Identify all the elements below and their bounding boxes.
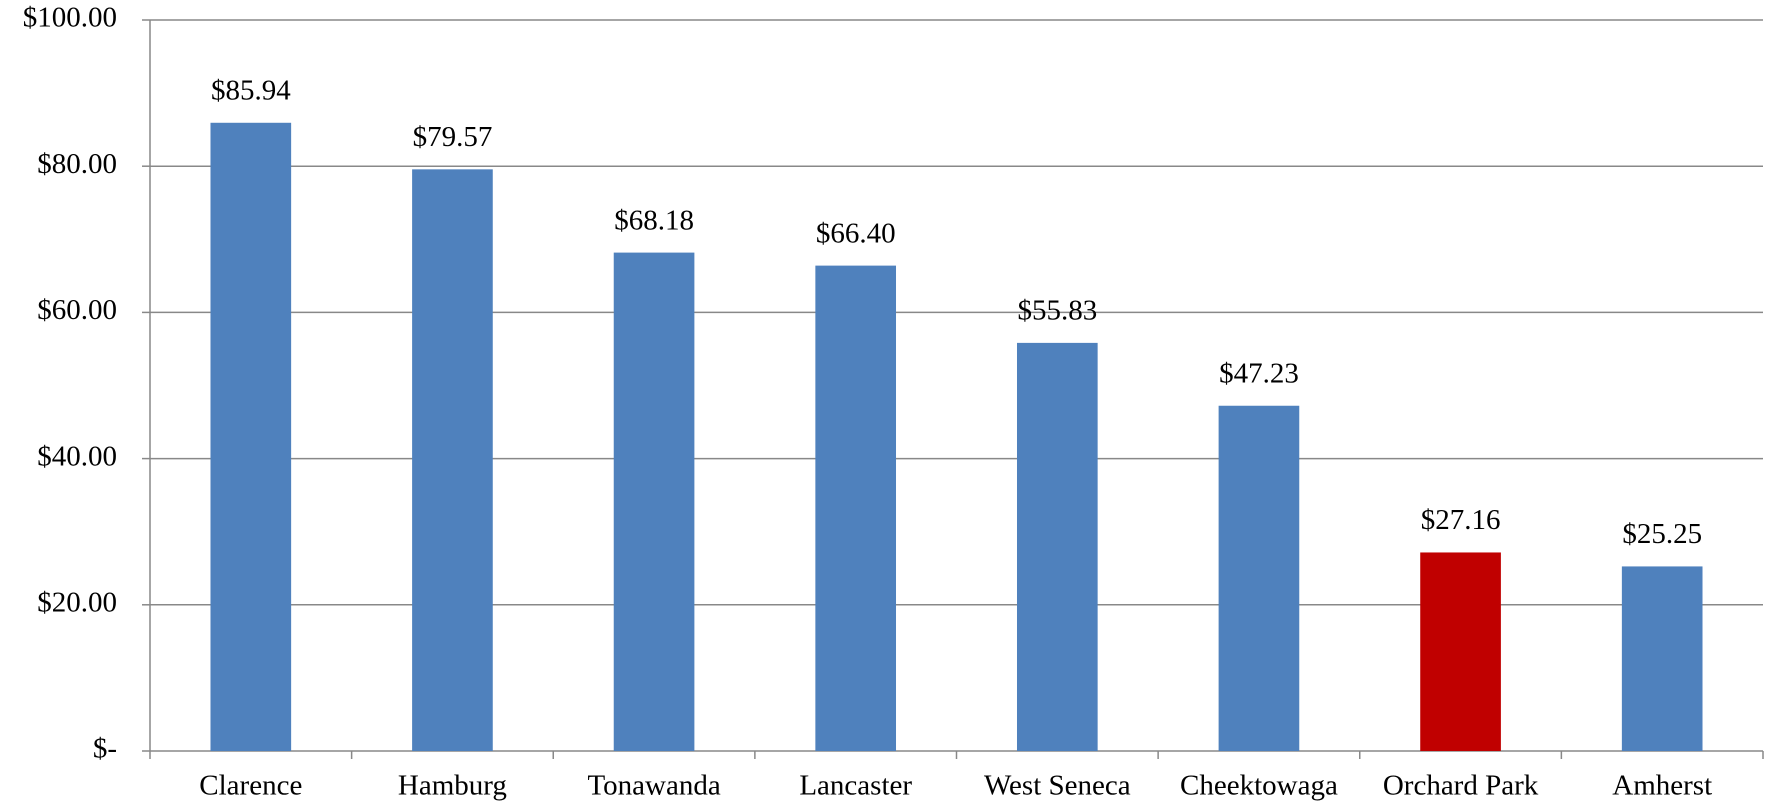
x-tick-label: Clarence [199,770,302,802]
value-label: $66.40 [816,217,896,249]
bar [1016,342,1098,751]
y-tick-label: $100.00 [23,2,117,34]
bar [1218,405,1300,751]
y-tick-label: $80.00 [37,148,117,180]
y-tick-label: $40.00 [37,440,117,472]
bar [210,122,292,751]
bar [815,265,897,751]
bar [1420,552,1501,751]
y-tick-label: $- [93,733,117,765]
value-label: $55.83 [1017,295,1097,327]
x-tick-label: Hamburg [398,770,507,802]
value-label: $27.16 [1421,504,1501,536]
x-tick-label: Amherst [1612,770,1712,802]
y-tick-label: $20.00 [37,586,117,618]
bar [613,252,695,752]
value-label: $25.25 [1622,518,1702,550]
bar [412,169,493,751]
x-tick-label: Lancaster [799,770,912,802]
value-label: $47.23 [1219,357,1299,389]
x-tick-label: Orchard Park [1383,770,1539,802]
y-tick-label: $60.00 [37,294,117,326]
x-tick-label: Cheektowaga [1180,770,1338,802]
value-label: $68.18 [614,204,694,236]
x-tick-label: Tonawanda [587,770,720,802]
value-label: $79.57 [413,121,493,153]
value-label: $85.94 [211,74,291,106]
bar [1621,566,1703,751]
x-tick-label: West Seneca [984,770,1131,802]
